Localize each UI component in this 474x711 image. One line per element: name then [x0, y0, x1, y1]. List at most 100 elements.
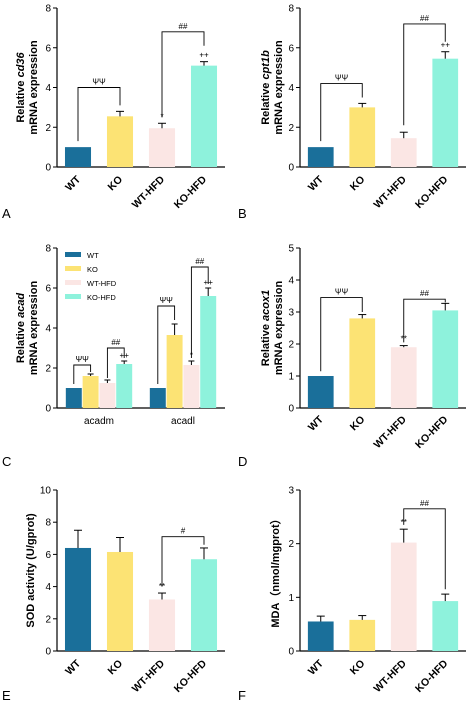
y-tick-label: 8: [45, 518, 51, 529]
legend-swatch: [65, 252, 81, 257]
legend-label: WT: [87, 251, 99, 260]
panel-letter: A: [2, 206, 11, 221]
category-label: WT: [63, 657, 83, 677]
y-axis-label-suffix: mRNA expression: [273, 281, 285, 376]
bar-wt-hfd: [148, 599, 176, 651]
y-tick-label: 2: [288, 123, 294, 134]
bar-wt: [307, 376, 334, 408]
y-tick-label: 2: [45, 123, 51, 134]
y-tick-label: 3: [288, 486, 294, 497]
y-axis-label-prefix: Relative: [15, 77, 27, 122]
bracket-label: ##: [195, 257, 204, 266]
y-tick-label: 8: [45, 4, 51, 15]
bar-ko-hfd: [432, 601, 459, 651]
panel-d: 0 1 2 3 4 5 Relative acox1mRNA expression D WT KO…: [238, 244, 466, 469]
y-tick-label: 0: [288, 404, 294, 415]
bar-wt-acadm: [65, 388, 82, 408]
panel-letter: B: [238, 206, 247, 221]
significance-marker: ++: [199, 51, 209, 60]
y-axis-label: SOD activity (U/gprot): [25, 513, 37, 628]
bracket-label: ##: [420, 289, 429, 298]
category-label: KO-HFD: [172, 657, 210, 695]
bar-wt: [307, 147, 334, 167]
y-axis-label-text: MDA（nmol/mgprot）: [269, 513, 282, 627]
y-tick-label: 3: [288, 308, 294, 319]
category-label: KO-HFD: [413, 657, 451, 695]
bar-ko: [106, 116, 134, 167]
bar-ko: [349, 107, 376, 167]
significance-bracket: [403, 508, 446, 590]
y-tick-label: 2: [288, 539, 294, 550]
bracket-label: #: [181, 527, 186, 536]
category-label: WT-HFD: [372, 413, 410, 451]
category-label: KO-HFD: [413, 173, 451, 211]
category-label: WT-HFD: [372, 173, 410, 211]
bracket-label: ΨΨ: [335, 74, 349, 83]
y-tick-label: 4: [45, 582, 51, 593]
legend: WT KO WT-HFD KO-HFD: [65, 251, 117, 302]
bar-ko-hfd: [190, 65, 218, 167]
bracket-label: ##: [179, 22, 188, 31]
y-tick-label: 0: [45, 163, 51, 174]
legend-label: KO: [87, 265, 98, 274]
bar-ko: [106, 551, 134, 651]
legend-swatch: [65, 280, 81, 285]
y-tick-label: 6: [45, 550, 51, 561]
significance-bracket: [106, 347, 125, 378]
bar-ko-hfd-acadl: [200, 296, 217, 408]
legend-label: KO-HFD: [87, 293, 116, 302]
bar-ko: [349, 318, 376, 408]
bar-wt: [307, 621, 334, 651]
bar-ko-acadm: [82, 376, 99, 408]
significance-bracket: [190, 266, 209, 358]
category-label: acadm: [84, 416, 114, 427]
significance-bracket: [157, 305, 176, 384]
y-axis-label: Relative cpt1bmRNA expression: [260, 40, 285, 135]
y-axis-label-gene: acox1: [260, 290, 272, 321]
y-tick-label: 6: [45, 43, 51, 54]
bar-wt-hfd: [148, 128, 176, 167]
bar-wt-hfd-acadl: [183, 365, 200, 408]
y-tick-label: 6: [288, 43, 294, 54]
bracket-label: ΨΨ: [76, 355, 90, 364]
y-tick-label: 6: [45, 284, 51, 295]
bar-wt-hfd: [390, 542, 417, 651]
y-axis-label-gene: cd36: [15, 51, 27, 77]
bar-wt-hfd-acadm: [99, 383, 116, 408]
y-tick-label: 0: [288, 163, 294, 174]
category-label: WT: [306, 413, 326, 433]
bracket-label: ΨΨ: [335, 288, 349, 297]
bracket-label: ΨΨ: [92, 78, 106, 87]
y-tick-label: 1: [288, 593, 294, 604]
significance-bracket: [73, 364, 92, 384]
y-tick-label: 0: [45, 647, 51, 658]
y-axis-label-prefix: Relative: [260, 80, 272, 125]
bracket-label: ##: [420, 14, 429, 23]
category-label: KO-HFD: [413, 413, 451, 451]
bar-ko: [349, 619, 376, 651]
y-axis-label-text: SOD activity (U/gprot): [25, 513, 37, 628]
legend-swatch: [65, 266, 81, 271]
category-label: WT: [306, 657, 326, 677]
y-tick-label: 1: [288, 372, 294, 383]
significance-bracket: [161, 536, 205, 587]
y-axis-label: Relative cd36mRNA expression: [15, 40, 40, 135]
y-axis-label-gene: cpt1b: [260, 50, 272, 80]
bar-ko-hfd-acadm: [116, 364, 133, 408]
y-axis-label: Relative acadmRNA expression: [15, 281, 40, 376]
panel-letter: F: [238, 688, 246, 703]
category-label: KO: [105, 174, 125, 194]
y-tick-label: 10: [40, 486, 52, 497]
significance-bracket: [77, 87, 121, 142]
y-axis-label-suffix: mRNA expression: [28, 40, 40, 135]
panel-letter: D: [238, 454, 247, 469]
category-label: WT: [306, 173, 326, 193]
legend-label: WT-HFD: [87, 279, 117, 288]
y-tick-label: 8: [45, 244, 51, 255]
bar-wt-hfd: [390, 138, 417, 167]
panel-letter: E: [2, 688, 11, 703]
y-tick-label: 2: [45, 364, 51, 375]
